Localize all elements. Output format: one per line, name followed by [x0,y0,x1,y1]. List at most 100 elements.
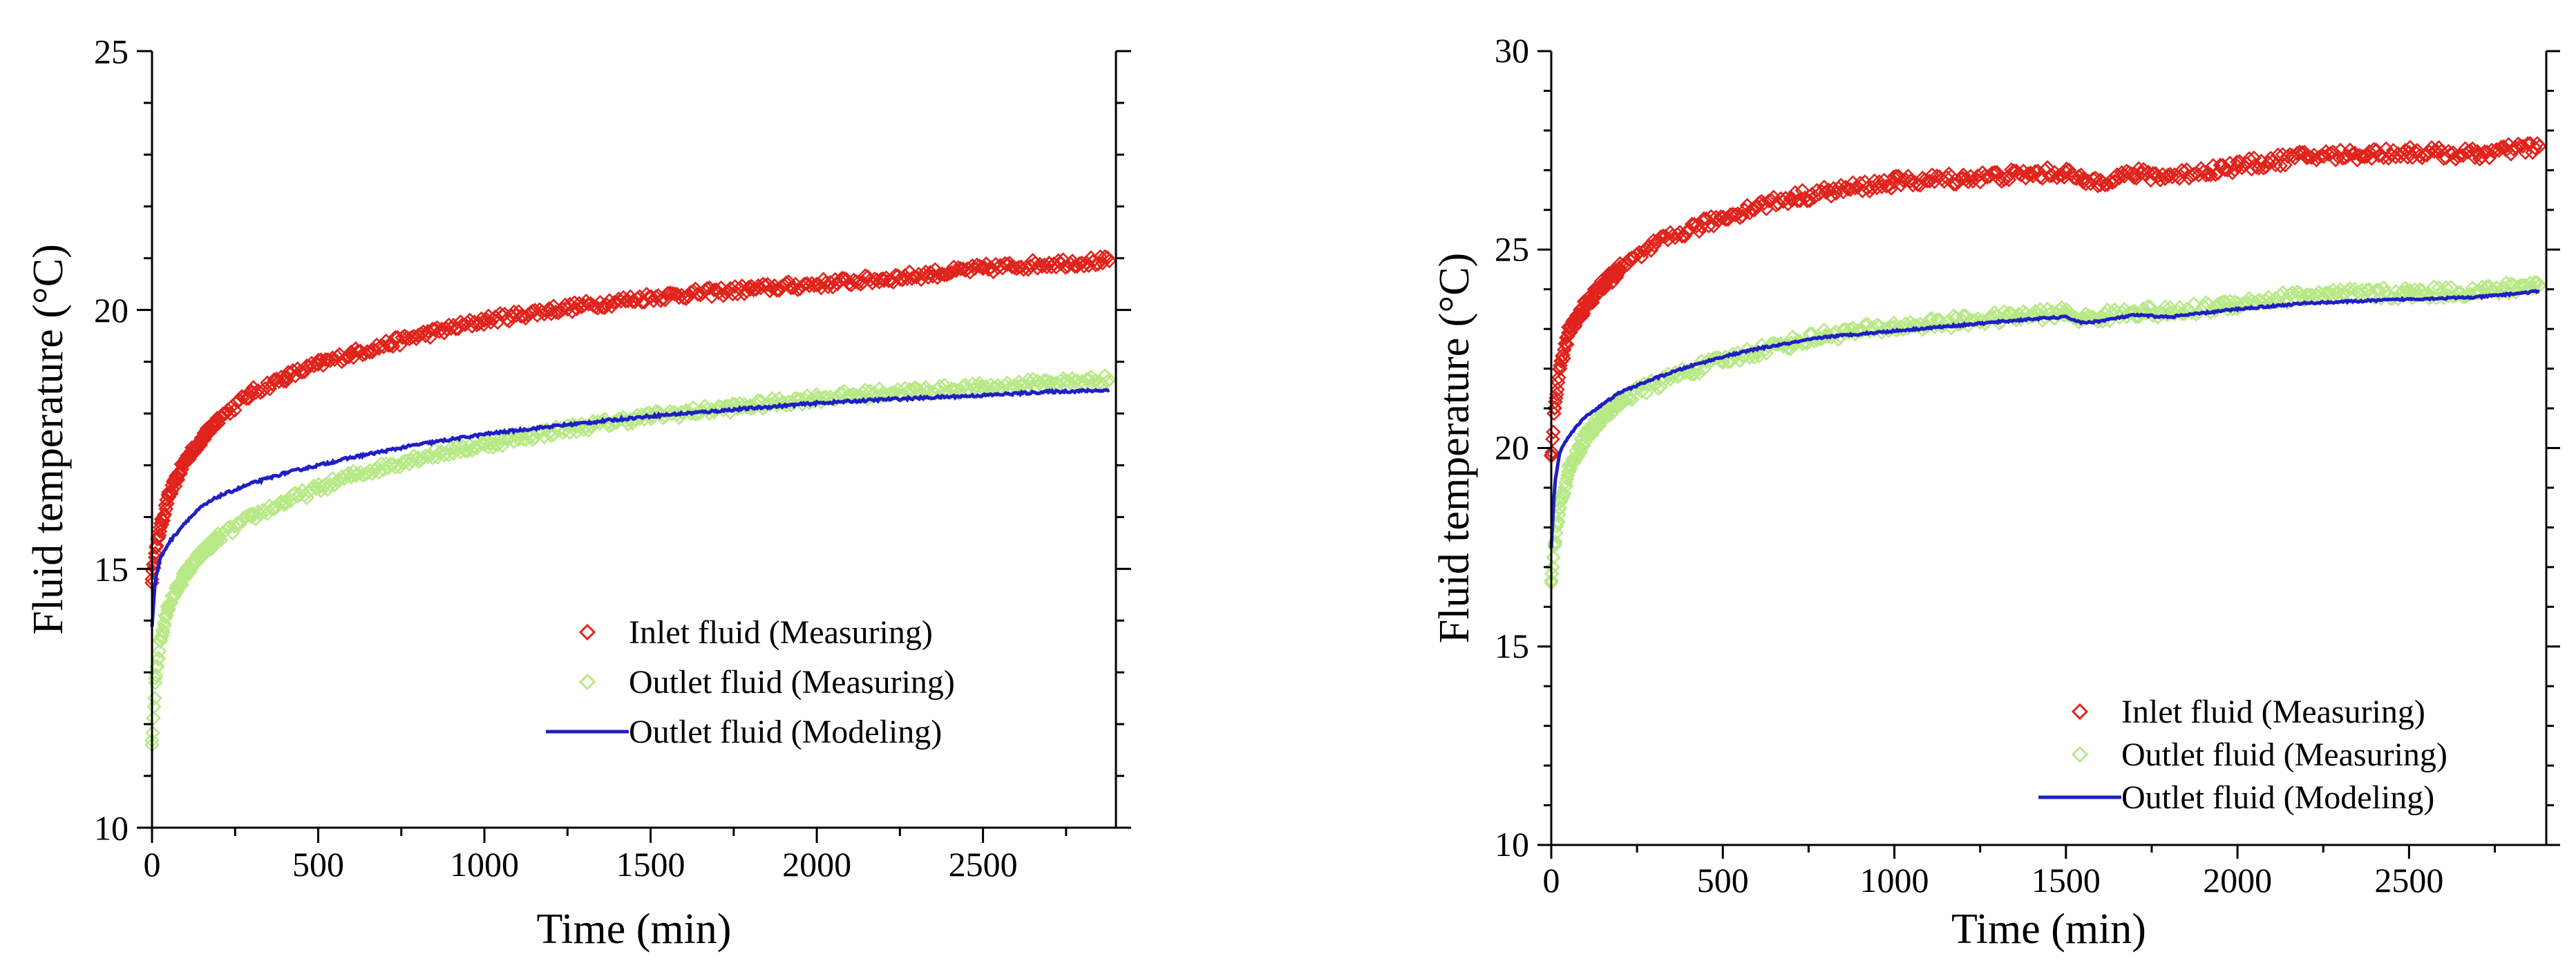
data-point [1079,372,1095,387]
data-point [1101,372,1117,388]
data-point [834,270,850,286]
data-point [2268,157,2284,173]
legend-label: Inlet fluid (Measuring) [2121,694,2425,730]
data-point [1641,238,1656,254]
x-tick-label: 1000 [450,845,519,884]
data-point [2127,303,2142,319]
data-point [932,379,947,394]
data-point [1730,206,1745,222]
data-point [1551,370,1566,386]
data-point [313,352,329,368]
data-point [941,265,957,281]
data-point [161,488,176,504]
data-point [2127,167,2142,182]
data-point [576,422,591,437]
data-point [164,482,180,497]
data-point [664,285,680,301]
data-point [902,382,918,397]
data-point [2445,289,2461,304]
chart-2: 0 500 1000 1500 2000 2500 10 15 20 25 30 Time (min)… [1431,31,2560,953]
data-point [543,302,559,318]
data-point [151,650,167,666]
data-point [1559,478,1574,494]
data-point [374,456,389,471]
data-point [1898,172,1913,188]
data-point [1723,207,1739,222]
data-point [1903,173,1918,189]
data-point [381,338,396,353]
data-point [997,256,1013,272]
data-point [892,272,908,287]
data-point [1058,372,1073,388]
data-point [1715,210,1731,226]
data-point [1871,174,1887,190]
data-point [2532,139,2547,154]
series-line [1549,289,2540,549]
data-point [244,385,260,401]
data-point [243,383,259,399]
data-point [1552,361,1568,377]
data-point [1680,222,1696,238]
data-point [743,281,758,297]
data-point [1980,314,1995,330]
data-point [146,710,161,726]
data-point [1557,486,1572,502]
data-point [580,296,596,312]
data-point [1612,262,1628,277]
legend-diamond-swatch [2071,745,2089,763]
data-point [752,280,768,296]
y-tick-label: 10 [94,809,129,848]
data-point [194,546,209,561]
data-point [173,466,189,481]
data-point [477,437,492,453]
data-point [2318,285,2334,301]
data-point [1955,307,1971,323]
data-point [1622,391,1638,406]
data-point [606,295,622,310]
data-point [786,395,801,410]
data-point [2230,158,2245,174]
legend-label: Inlet fluid (Measuring) [629,614,933,651]
data-point [634,407,650,423]
data-point [907,380,922,396]
data-point [2177,306,2192,321]
data-point [1701,218,1716,234]
data-point [1631,245,1647,260]
data-point [2335,151,2351,166]
data-point [1814,184,1830,200]
data-point [1848,326,1863,342]
data-point [913,386,929,401]
data-point [2244,161,2260,177]
data-point [2141,298,2156,314]
data-point [327,477,343,493]
data-point [1055,252,1071,267]
data-point [1595,408,1611,424]
y-tick-label: 30 [1495,31,1529,70]
data-point [1939,170,1954,185]
data-point [2429,143,2444,159]
x-tick-label: 2500 [949,845,1018,884]
data-point [2398,142,2413,158]
data-point [746,282,761,298]
data-point [951,260,966,276]
data-point [1826,180,1841,196]
data-point [1556,351,1571,366]
data-point [1578,297,1593,313]
data-point [1848,180,1863,196]
data-point [548,304,564,320]
legend-label: Outlet fluid (Modeling) [2121,779,2434,816]
data-point [1794,182,1810,198]
data-point [2001,172,2017,188]
data-point [2455,289,2471,305]
data-point [1818,184,1834,200]
data-point [797,276,813,292]
data-point [151,643,167,659]
series-outlet_measuring [144,368,1117,752]
data-point [1546,424,1561,440]
data-point [311,477,326,493]
data-point [2058,305,2074,321]
x-tick-label: 1500 [2032,861,2101,900]
data-point [1750,198,1765,213]
data-point [813,394,829,410]
data-point [1653,229,1669,245]
